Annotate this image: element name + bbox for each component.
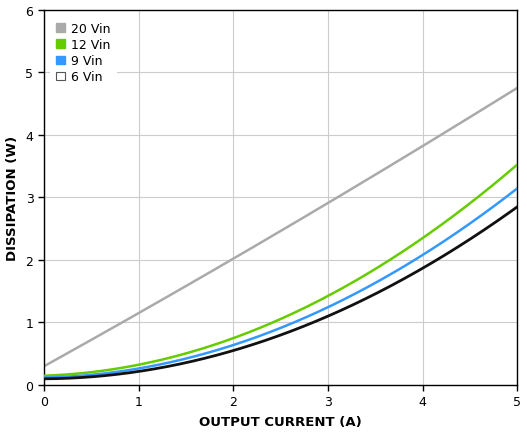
20 Vin: [323, 202, 329, 207]
6 Vin: [503, 213, 509, 218]
6 Vin: [268, 336, 275, 341]
12 Vin: [41, 373, 47, 378]
20 Vin: [514, 86, 521, 91]
9 Vin: [503, 195, 509, 200]
Legend: 20 Vin, 12 Vin, 9 Vin, 6 Vin: 20 Vin, 12 Vin, 9 Vin, 6 Vin: [50, 17, 117, 90]
Line: 20 Vin: 20 Vin: [44, 89, 518, 366]
20 Vin: [297, 217, 304, 223]
9 Vin: [297, 317, 304, 322]
20 Vin: [41, 364, 47, 369]
6 Vin: [429, 260, 435, 266]
12 Vin: [429, 229, 435, 234]
9 Vin: [268, 329, 275, 334]
12 Vin: [503, 172, 509, 178]
6 Vin: [323, 315, 329, 320]
20 Vin: [266, 236, 272, 241]
9 Vin: [266, 330, 272, 335]
12 Vin: [297, 308, 304, 313]
9 Vin: [41, 375, 47, 380]
9 Vin: [323, 306, 329, 311]
Line: 9 Vin: 9 Vin: [44, 189, 518, 378]
6 Vin: [266, 337, 272, 342]
9 Vin: [514, 186, 521, 191]
12 Vin: [266, 322, 272, 327]
Line: 6 Vin: 6 Vin: [44, 207, 518, 379]
6 Vin: [297, 326, 304, 331]
9 Vin: [429, 247, 435, 252]
Y-axis label: DISSIPATION (W): DISSIPATION (W): [6, 135, 18, 260]
X-axis label: OUTPUT CURRENT (A): OUTPUT CURRENT (A): [199, 415, 362, 428]
6 Vin: [514, 204, 521, 210]
20 Vin: [503, 93, 509, 98]
12 Vin: [268, 321, 275, 326]
6 Vin: [41, 376, 47, 381]
20 Vin: [429, 138, 435, 144]
12 Vin: [323, 295, 329, 300]
20 Vin: [268, 234, 275, 239]
Line: 12 Vin: 12 Vin: [44, 165, 518, 376]
12 Vin: [514, 162, 521, 168]
